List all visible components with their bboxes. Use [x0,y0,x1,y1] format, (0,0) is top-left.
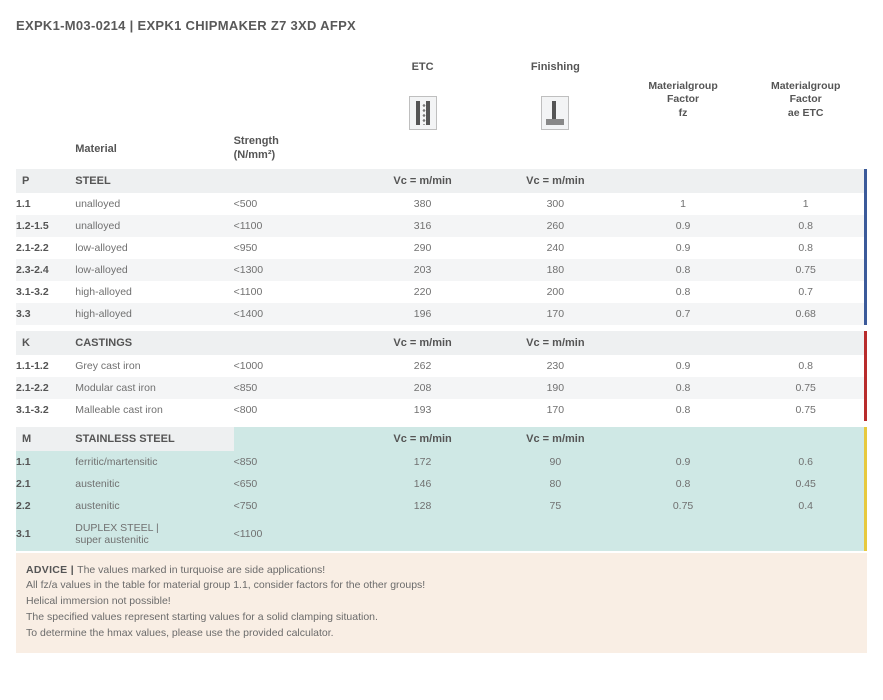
table-row: 2.1-2.2Modular cast iron<8502081900.80.7… [16,377,867,399]
table-row: 3.1-3.2Malleable cast iron<8001931700.80… [16,399,867,421]
title-code: EXPK1-M03-0214 [16,18,126,33]
table-row: 2.3-2.4low-alloyed<13002031800.80.75 [16,259,867,281]
etc-icon [409,96,437,130]
header-icons-row: Materialgroup Factor fz Materialgroup Fa… [16,73,867,135]
table-row: 1.1unalloyed<50038030011 [16,193,867,215]
header-label-row: ETC Finishing [16,61,867,73]
header-etc: ETC [356,61,489,73]
advice-line-2: Helical immersion not possible! [26,595,171,607]
group-header-M: MSTAINLESS STEELVc = m/minVc = m/min [16,427,867,451]
header-finishing: Finishing [489,61,622,73]
table-row: 2.2austenitic<750128750.750.4 [16,495,867,517]
header-strength: Strength (N/mm²) [234,135,357,169]
advice-sep: | [67,564,77,576]
table-row: 3.1DUPLEX STEEL | super austenitic<1100 [16,517,867,551]
title-sep: | [126,18,138,33]
header-ae: Materialgroup Factor ae ETC [744,73,867,135]
title-name: EXPK1 CHIPMAKER Z7 3XD AFPX [137,18,356,33]
finishing-icon [541,96,569,130]
header-fz: Materialgroup Factor fz [622,73,745,135]
advice-label: ADVICE [26,564,67,576]
advice-box: ADVICE | The values marked in turquoise … [16,553,867,654]
advice-line-1: All fz/a values in the table for materia… [26,579,425,591]
cutting-data-table: ETC Finishing Materialgroup Factor fz Ma… [16,61,867,551]
advice-line-3: The specified values represent starting … [26,611,378,623]
table-row: 1.1-1.2Grey cast iron<10002622300.90.8 [16,355,867,377]
group-header-K: KCASTINGSVc = m/minVc = m/min [16,331,867,355]
page-title: EXPK1-M03-0214 | EXPK1 CHIPMAKER Z7 3XD … [16,18,867,33]
table-row: 3.1-3.2high-alloyed<11002202000.80.7 [16,281,867,303]
advice-line-4: To determine the hmax values, please use… [26,627,334,639]
advice-line-0: The values marked in turquoise are side … [77,564,325,576]
table-row: 1.2-1.5unalloyed<11003162600.90.8 [16,215,867,237]
group-header-P: PSTEELVc = m/minVc = m/min [16,169,867,193]
table-row: 2.1austenitic<650146800.80.45 [16,473,867,495]
header-material: Material [75,135,233,169]
table-row: 1.1ferritic/martensitic<850172900.90.6 [16,451,867,473]
table-row: 3.3high-alloyed<14001961700.70.68 [16,303,867,325]
table-row: 2.1-2.2low-alloyed<9502902400.90.8 [16,237,867,259]
header-bottom-row: Material Strength (N/mm²) [16,135,867,169]
